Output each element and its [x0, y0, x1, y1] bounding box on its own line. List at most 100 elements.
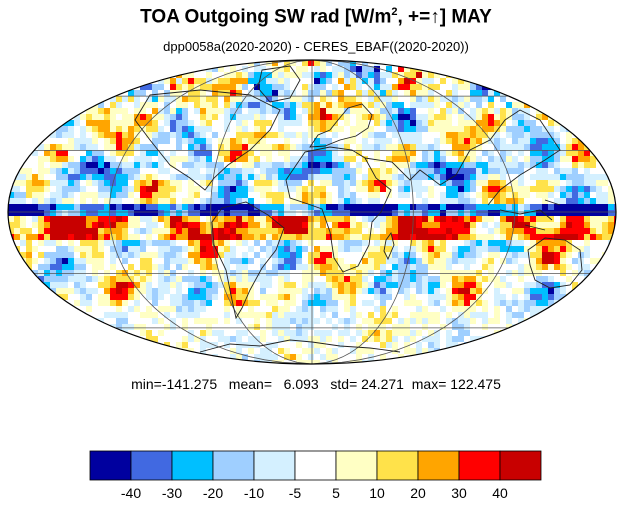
field-cell [188, 198, 194, 204]
field-cell [518, 324, 524, 330]
field-cell [320, 162, 326, 168]
field-cell [506, 132, 512, 138]
field-cell [404, 336, 410, 342]
field-cell [452, 336, 458, 342]
field-cell [530, 234, 536, 240]
field-cell [404, 90, 410, 96]
field-cell [260, 312, 266, 318]
field-cell [512, 288, 518, 294]
field-cell [470, 210, 476, 216]
field-cell [548, 132, 554, 138]
field-cell [338, 108, 344, 114]
field-cell [488, 132, 494, 138]
field-cell [236, 114, 242, 120]
field-cell [158, 84, 164, 90]
field-cell [86, 108, 92, 114]
field-cell [458, 204, 464, 210]
field-cell [146, 270, 152, 276]
field-cell [236, 150, 242, 156]
field-cell [116, 222, 122, 228]
field-cell [440, 132, 446, 138]
field-cell [470, 282, 476, 288]
field-cell [404, 300, 410, 306]
field-cell [158, 288, 164, 294]
field-cell [236, 306, 242, 312]
field-cell [68, 180, 74, 186]
field-cell [146, 228, 152, 234]
field-cell [182, 174, 188, 180]
field-cell [440, 258, 446, 264]
field-cell [236, 198, 242, 204]
field-cell [110, 258, 116, 264]
field-cell [410, 282, 416, 288]
field-cell [326, 216, 332, 222]
field-cell [302, 186, 308, 192]
field-cell [536, 156, 542, 162]
field-cell [170, 180, 176, 186]
field-cell [104, 120, 110, 126]
field-cell [464, 156, 470, 162]
field-cell [350, 174, 356, 180]
field-cell [110, 246, 116, 252]
field-cell [68, 120, 74, 126]
field-cell [314, 90, 320, 96]
field-cell [56, 228, 62, 234]
field-cell [110, 210, 116, 216]
field-cell [596, 180, 602, 186]
field-cell [332, 72, 338, 78]
field-cell [542, 276, 548, 282]
field-cell [200, 336, 206, 342]
field-cell [86, 222, 92, 228]
field-cell [428, 354, 434, 360]
field-cell [218, 360, 224, 364]
field-cell [74, 120, 80, 126]
field-cell [470, 270, 476, 276]
field-cell [614, 204, 616, 210]
field-cell [530, 222, 536, 228]
field-cell [452, 246, 458, 252]
field-cell [242, 198, 248, 204]
field-cell [338, 276, 344, 282]
field-cell [428, 120, 434, 126]
field-cell [542, 114, 548, 120]
field-cell [542, 246, 548, 252]
field-cell [542, 240, 548, 246]
field-cell [500, 282, 506, 288]
field-cell [416, 78, 422, 84]
field-cell [560, 192, 566, 198]
field-cell [218, 282, 224, 288]
field-cell [482, 150, 488, 156]
field-cell [476, 246, 482, 252]
field-cell [392, 306, 398, 312]
field-cell [302, 300, 308, 306]
field-cell [188, 306, 194, 312]
field-cell [428, 186, 434, 192]
field-cell [470, 156, 476, 162]
field-cell [368, 132, 374, 138]
field-cell [446, 102, 452, 108]
field-cell [38, 228, 44, 234]
field-cell [182, 72, 188, 78]
field-cell [296, 132, 302, 138]
field-cell [56, 300, 62, 306]
field-cell [164, 210, 170, 216]
field-cell [8, 216, 14, 222]
colorbar-tick-label: -30 [162, 485, 182, 501]
field-cell [506, 222, 512, 228]
field-cell [284, 60, 290, 66]
field-cell [398, 126, 404, 132]
field-cell [236, 78, 242, 84]
field-cell [308, 336, 314, 342]
field-cell [308, 114, 314, 120]
field-cell [176, 294, 182, 300]
field-cell [356, 144, 362, 150]
field-cell [524, 132, 530, 138]
field-cell [314, 282, 320, 288]
field-cell [452, 84, 458, 90]
field-cell [434, 246, 440, 252]
field-cell [134, 102, 140, 108]
field-cell [290, 180, 296, 186]
field-cell [590, 156, 596, 162]
field-cell [458, 330, 464, 336]
field-cell [374, 174, 380, 180]
